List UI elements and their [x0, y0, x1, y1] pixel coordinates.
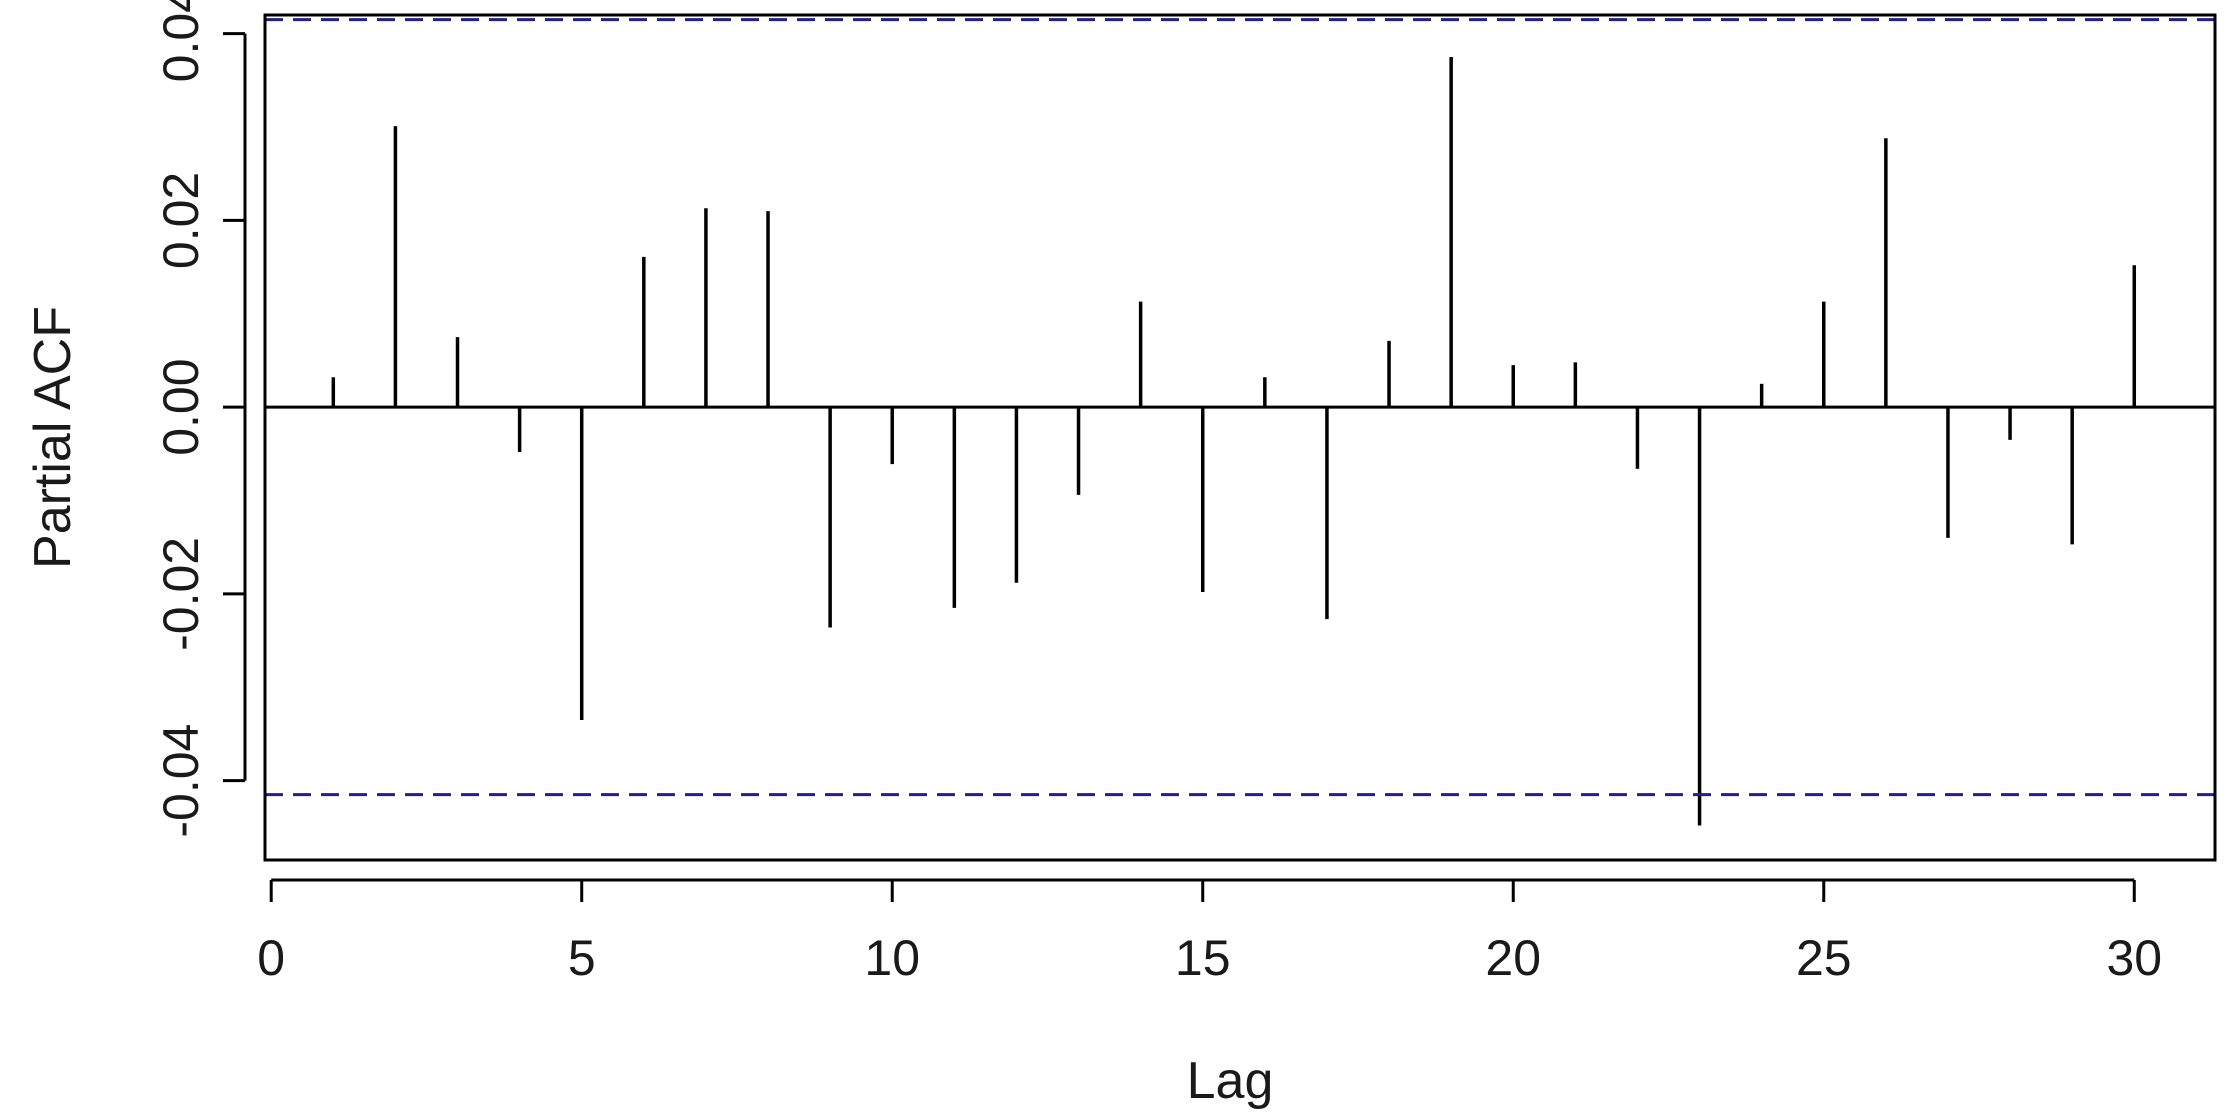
x-tick-label: 10 [864, 930, 920, 986]
y-tick-label: 0.02 [153, 172, 209, 269]
x-axis-title: Lag [1187, 1052, 1274, 1110]
y-tick-label: 0.00 [153, 358, 209, 455]
x-axis: 0 5 10 15 20 25 30 [257, 878, 2162, 986]
x-tick-label: 30 [2106, 930, 2162, 986]
bounds-layer [265, 18, 2215, 797]
y-axis: -0.04 -0.02 0.00 0.02 0.04 [153, 0, 247, 838]
x-tick-label: 20 [1485, 930, 1541, 986]
y-tick-label: 0.04 [153, 0, 209, 82]
x-tick-label: 25 [1796, 930, 1852, 986]
x-tick-label: 0 [257, 930, 285, 986]
x-tick-label: 5 [568, 930, 596, 986]
x-tick-label: 15 [1175, 930, 1231, 986]
y-axis-title: Partial ACF [24, 306, 82, 569]
y-tick-label: -0.02 [153, 537, 209, 651]
bars-layer [265, 57, 2215, 826]
plot-frame [263, 13, 2217, 862]
y-tick-label: -0.04 [153, 724, 209, 838]
